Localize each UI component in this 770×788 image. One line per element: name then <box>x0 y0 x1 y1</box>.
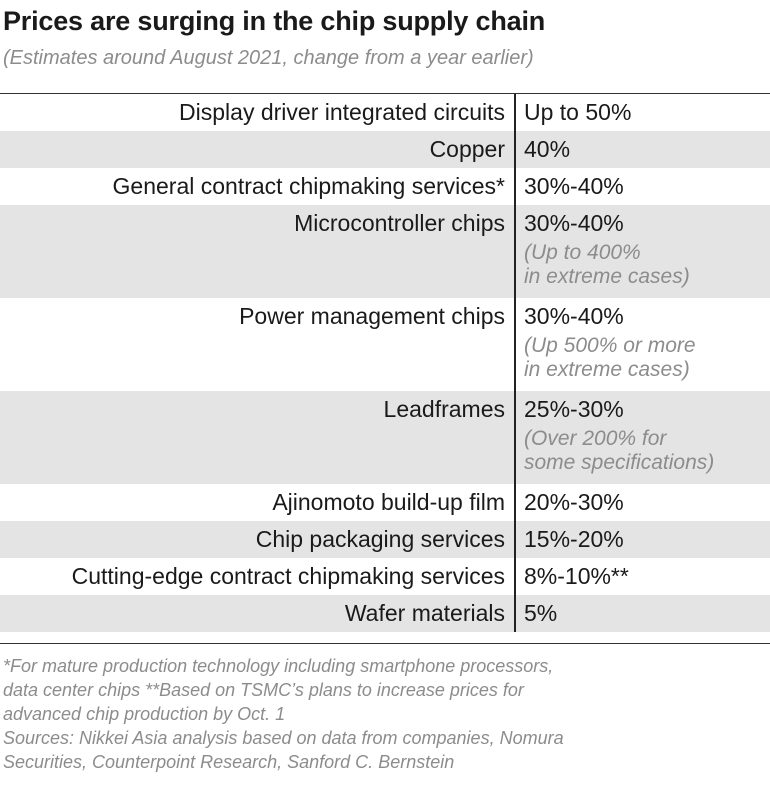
row-value: 20%-30% <box>524 489 624 515</box>
table-row: Wafer materials 5% <box>0 595 770 632</box>
table-row: Power management chips 30%-40% (Up 500% or… <box>0 298 770 391</box>
row-note: in extreme cases) <box>524 358 690 381</box>
row-note: (Up to 400% <box>524 241 641 264</box>
bottom-divider <box>0 643 770 644</box>
footnote-line: advanced chip production by Oct. 1 <box>3 704 286 724</box>
row-value-cell: 30%-40% <box>516 168 770 205</box>
row-label: Chip packaging services <box>0 521 516 558</box>
row-value-cell: Up to 50% <box>516 94 770 131</box>
row-label: General contract chipmaking services* <box>0 168 516 205</box>
sources-line: Sources: Nikkei Asia analysis based on d… <box>3 728 564 748</box>
row-note: (Up 500% or more <box>524 334 696 357</box>
row-value-cell: 15%-20% <box>516 521 770 558</box>
top-divider <box>0 93 770 94</box>
row-value: 40% <box>524 136 571 162</box>
row-value-cell: 30%-40% (Up to 400% in extreme cases) <box>516 205 770 298</box>
table-row: Leadframes 25%-30% (Over 200% for some spec… <box>0 391 770 484</box>
footnote-line: data center chips **Based on TSMC’s plan… <box>3 680 524 700</box>
row-value: Up to 50% <box>524 99 632 125</box>
table-row: Chip packaging services 15%-20% <box>0 521 770 558</box>
footnotes: *For mature production technology includ… <box>3 654 768 774</box>
row-label: Wafer materials <box>0 595 516 632</box>
row-value: 8%-10%** <box>524 563 629 589</box>
row-label: Ajinomoto build-up film <box>0 484 516 521</box>
row-label: Power management chips <box>0 298 516 391</box>
chart-subtitle: (Estimates around August 2021, change fr… <box>3 47 534 69</box>
row-value: 15%-20% <box>524 526 624 552</box>
row-value: 30%-40% <box>524 303 624 329</box>
row-value-cell: 40% <box>516 131 770 168</box>
row-note: some specifications) <box>524 451 715 474</box>
row-value: 30%-40% <box>524 210 624 236</box>
footnote-line: *For mature production technology includ… <box>3 656 554 676</box>
row-value-cell: 20%-30% <box>516 484 770 521</box>
table-row: Copper 40% <box>0 131 770 168</box>
chart-title: Prices are surging in the chip supply ch… <box>3 6 546 36</box>
row-value: 30%-40% <box>524 173 624 199</box>
row-note: in extreme cases) <box>524 265 690 288</box>
table-row: Cutting-edge contract chipmaking service… <box>0 558 770 595</box>
sources-line: Securities, Counterpoint Research, Sanfo… <box>3 752 455 772</box>
row-value: 5% <box>524 600 558 626</box>
price-table: Display driver integrated circuits Up to … <box>0 94 770 632</box>
table-row: General contract chipmaking services* 30%… <box>0 168 770 205</box>
row-label: Microcontroller chips <box>0 205 516 298</box>
row-label: Copper <box>0 131 516 168</box>
row-label: Display driver integrated circuits <box>0 94 516 131</box>
table-row: Microcontroller chips 30%-40% (Up to 400% i… <box>0 205 770 298</box>
row-label: Leadframes <box>0 391 516 484</box>
table-row: Ajinomoto build-up film 20%-30% <box>0 484 770 521</box>
row-value-cell: 30%-40% (Up 500% or more in extreme cases) <box>516 298 770 391</box>
table-row: Display driver integrated circuits Up to … <box>0 94 770 131</box>
row-value-cell: 8%-10%** <box>516 558 770 595</box>
row-value-cell: 5% <box>516 595 770 632</box>
row-value: 25%-30% <box>524 396 624 422</box>
row-label: Cutting-edge contract chipmaking service… <box>0 558 516 595</box>
row-value-cell: 25%-30% (Over 200% for some specifications… <box>516 391 770 484</box>
row-note: (Over 200% for <box>524 427 667 450</box>
